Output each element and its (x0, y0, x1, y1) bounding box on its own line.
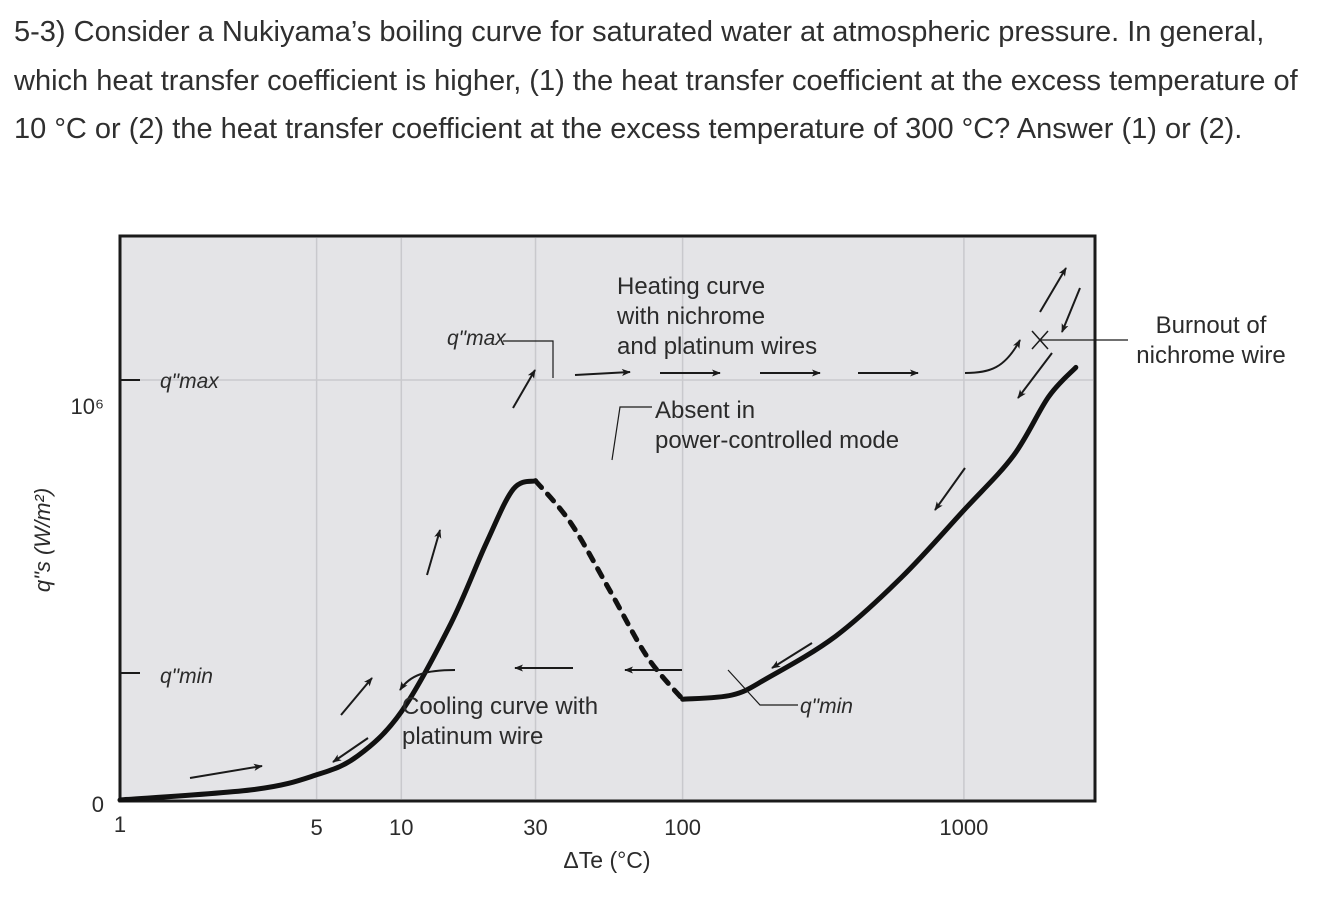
y-tick-label: 10⁶ (70, 394, 104, 419)
x-tick-label: 1000 (939, 815, 988, 840)
x-tick-label: 5 (310, 815, 322, 840)
x-tick-label: 10 (389, 815, 413, 840)
series-line-1 (117, 478, 539, 803)
x-tick-label: 100 (664, 815, 701, 840)
absent-leader-line (611, 406, 652, 461)
plot-area (118, 234, 1097, 803)
qmax-leader-line (503, 340, 554, 378)
y-tick-labels: 0 10⁶ (70, 394, 104, 817)
qmax-peak-label: q"max (447, 327, 507, 350)
y-tick-label: 0 (92, 792, 104, 817)
cooling-arrow-1 (332, 737, 369, 763)
heating-arrow-4 (512, 369, 536, 409)
jump-arrow-1 (574, 368, 631, 377)
y-marker-qmin: q"min (160, 665, 213, 688)
heating-curve-label: Heating curve with nichrome and platinum w… (616, 273, 817, 360)
cooling-jump-arrow-3 (399, 669, 456, 691)
x-axis-title: ΔTe (°C) (563, 847, 650, 873)
jump-arrow-5 (964, 339, 1021, 374)
x-tick-labels: 1 5 10 30 100 1000 (114, 812, 989, 840)
heating-arrow-2 (340, 677, 373, 716)
question-text: 5-3) Consider a Nukiyama’s boiling curve… (14, 16, 1298, 145)
x-tick-label: 30 (523, 815, 547, 840)
grid-lines (122, 238, 1093, 799)
y-axis-title: q"s (W/m²) (30, 488, 55, 592)
heating-arrow-5 (1039, 267, 1067, 313)
cooling-arrow-5 (771, 642, 813, 669)
burnout-x-mark (1031, 330, 1049, 350)
heating-arrow-3 (426, 529, 442, 576)
absent-label: Absent in power-controlled mode (655, 397, 899, 454)
qmin-valley-label: q"min (800, 695, 853, 718)
y-marker-qmax: q"max (160, 370, 220, 393)
cooling-arrow-2 (1061, 287, 1081, 333)
burnout-label: Burnout of nichrome wire (1136, 312, 1285, 369)
x-tick-label: 1 (114, 812, 126, 837)
direction-arrows (189, 267, 1081, 779)
cooling-arrow-3 (1017, 352, 1053, 399)
heating-arrow-1 (189, 763, 263, 779)
qmin-leader-line (727, 669, 798, 706)
cooling-curve-label: Cooling curve with platinum wire (402, 693, 598, 750)
cooling-arrow-4 (934, 467, 966, 511)
